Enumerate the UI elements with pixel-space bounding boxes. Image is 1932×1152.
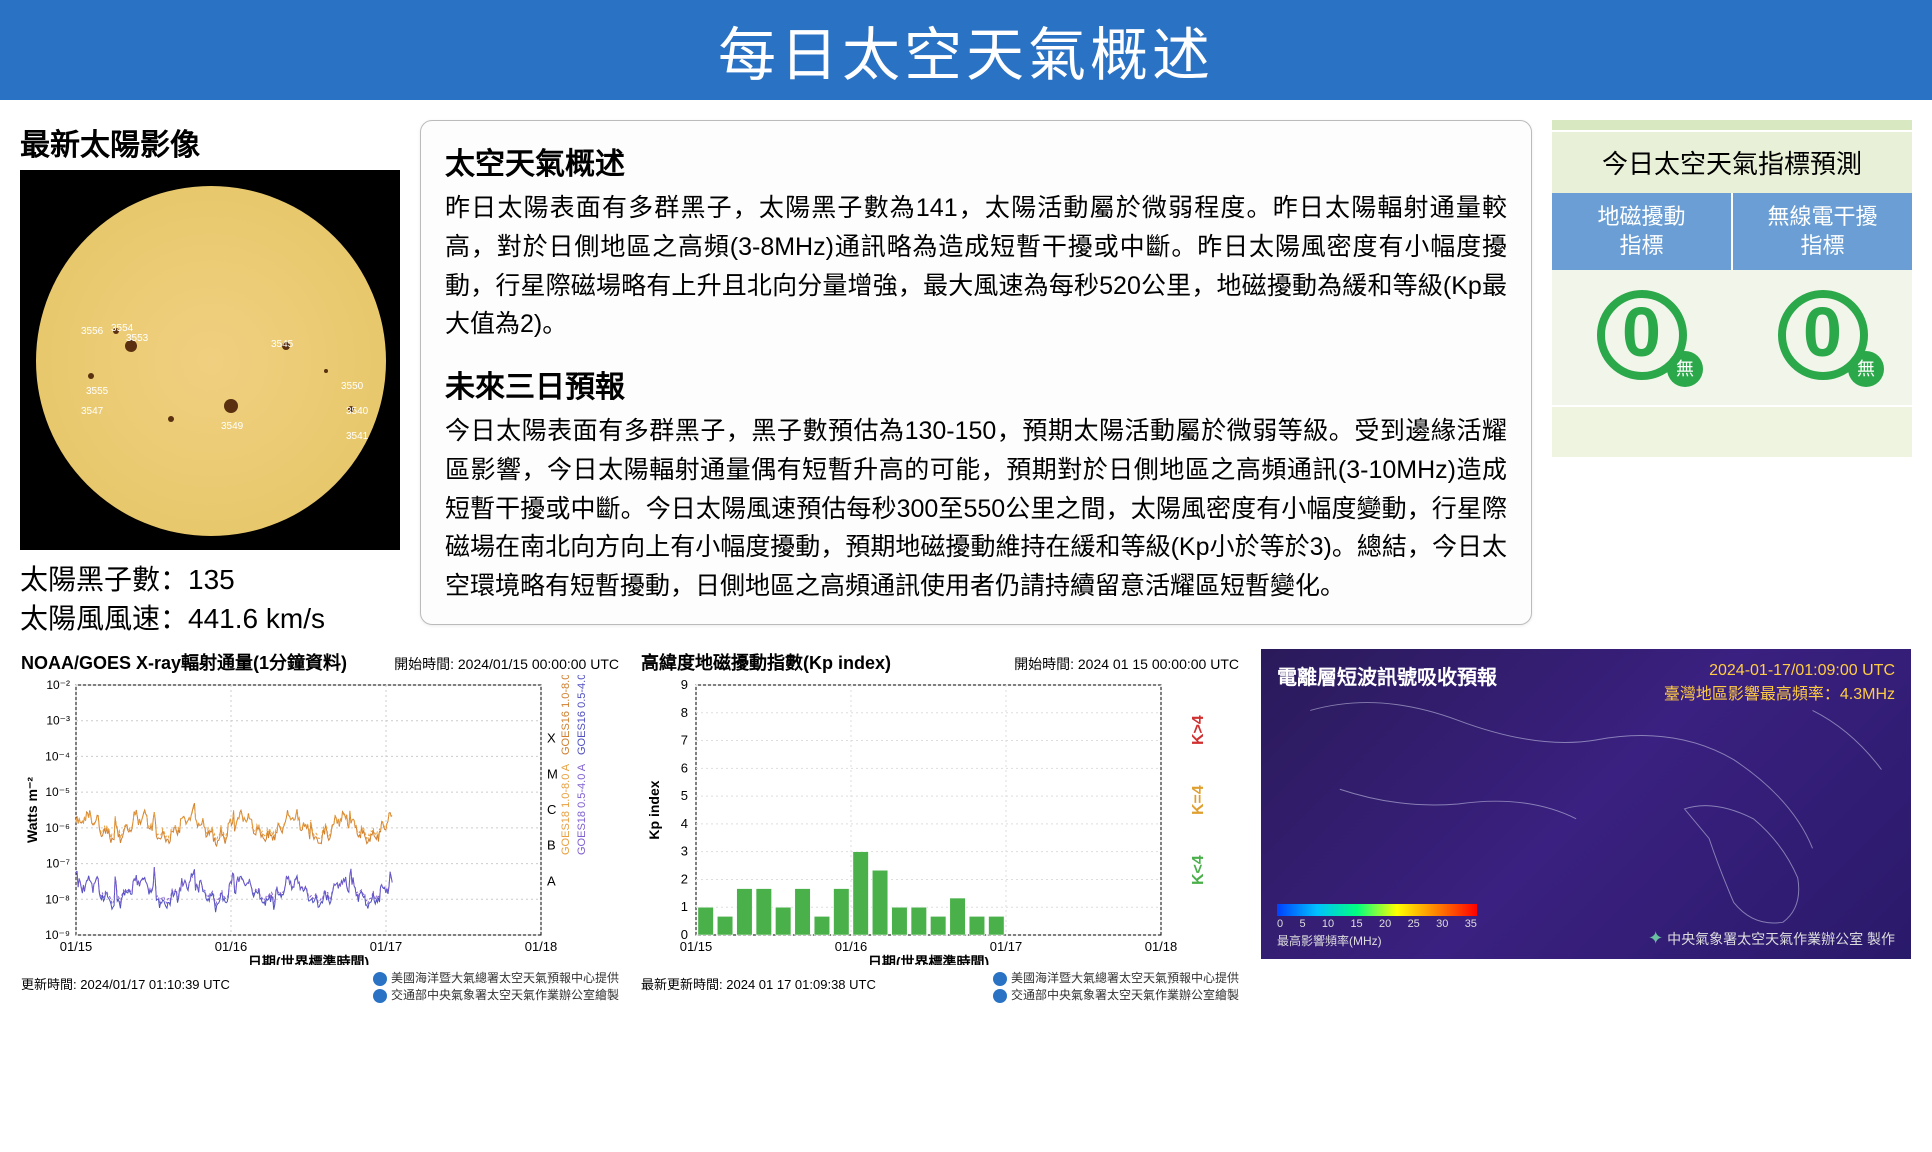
kp-plot: 012345678901/1501/1601/1701/18日期(世界標準時間)… bbox=[641, 675, 1241, 965]
sunspot-value: 135 bbox=[188, 564, 235, 595]
xray-update-label: 更新時間: bbox=[21, 977, 77, 992]
radio-value: 無 bbox=[1733, 270, 1912, 405]
svg-text:Kp index: Kp index bbox=[646, 781, 662, 840]
svg-text:M: M bbox=[547, 767, 558, 782]
sun-image: 3556355435533545355535493547355035403541 bbox=[20, 170, 400, 550]
svg-text:Watts m⁻²: Watts m⁻² bbox=[24, 777, 40, 843]
svg-text:X: X bbox=[547, 731, 556, 746]
xray-chart: NOAA/GOES X-ray輻射通量(1分鐘資料) 開始時間: 2024/01… bbox=[20, 648, 620, 1005]
kp-start-label: 開始時間: bbox=[1014, 656, 1074, 672]
svg-text:A: A bbox=[547, 874, 556, 889]
svg-text:10⁻³: 10⁻³ bbox=[46, 714, 70, 728]
svg-text:01/18: 01/18 bbox=[1145, 939, 1178, 954]
kp-update-time: 2024 01 17 01:09:38 UTC bbox=[726, 977, 876, 992]
sunspot-label: 太陽黑子數： bbox=[20, 564, 188, 595]
svg-text:4: 4 bbox=[681, 816, 688, 831]
sun-column: 最新太陽影像 355635543553354535553549354735503… bbox=[20, 120, 400, 638]
globe-icon bbox=[993, 972, 1007, 986]
svg-text:B: B bbox=[547, 838, 556, 853]
drap-colorbar: 05101520253035 最高影響頻率(MHz) bbox=[1277, 904, 1477, 949]
xray-title: NOAA/GOES X-ray輻射通量(1分鐘資料) bbox=[21, 649, 347, 675]
kp-chart: 高緯度地磁擾動指數(Kp index) 開始時間: 2024 01 15 00:… bbox=[640, 648, 1240, 1005]
overview-box: 太空天氣概述 昨日太陽表面有多群黑子，太陽黑子數為141，太陽活動屬於微弱程度。… bbox=[420, 120, 1532, 625]
xray-credit: 美國海洋暨大氣總署太空天氣預報中心提供 交通部中央氣象署太空天氣作業辦公室繪製 bbox=[373, 970, 619, 1004]
svg-text:K<4: K<4 bbox=[1190, 855, 1207, 885]
svg-text:01/17: 01/17 bbox=[370, 939, 403, 954]
xray-update-time: 2024/01/17 01:10:39 UTC bbox=[80, 977, 230, 992]
svg-text:01/16: 01/16 bbox=[215, 939, 248, 954]
svg-text:C: C bbox=[547, 802, 556, 817]
indicator-stripe bbox=[1552, 120, 1912, 130]
xray-plot: 10⁻²10⁻³10⁻⁴10⁻⁵10⁻⁶10⁻⁷10⁻⁸10⁻⁹XMCBA01/… bbox=[21, 675, 621, 965]
drap-map: 電離層短波訊號吸收預報 2024-01-17/01:09:00 UTC 臺灣地區… bbox=[1261, 649, 1911, 959]
overview-text: 昨日太陽表面有多群黑子，太陽黑子數為141，太陽活動屬於微弱程度。昨日太陽輻射通… bbox=[445, 189, 1507, 344]
drap-credit: ✦ 中央氣象署太空天氣作業辦公室 製作 bbox=[1648, 928, 1895, 949]
radio-header: 無線電干擾指標 bbox=[1733, 193, 1912, 270]
svg-text:10⁻²: 10⁻² bbox=[46, 678, 70, 692]
svg-text:7: 7 bbox=[681, 733, 688, 748]
svg-text:10⁻⁶: 10⁻⁶ bbox=[45, 821, 70, 835]
sun-stats: 太陽黑子數：135 太陽風風速：441.6 km/s bbox=[20, 560, 400, 638]
svg-text:日期(世界標準時間): 日期(世界標準時間) bbox=[868, 954, 989, 965]
main-row: 最新太陽影像 355635543553354535553549354735503… bbox=[0, 100, 1932, 648]
svg-text:01/17: 01/17 bbox=[990, 939, 1023, 954]
drap-panel: 電離層短波訊號吸收預報 2024-01-17/01:09:00 UTC 臺灣地區… bbox=[1260, 648, 1912, 1005]
kp-credit: 美國海洋暨大氣總署太空天氣預報中心提供 交通部中央氣象署太空天氣作業辦公室繪製 bbox=[993, 970, 1239, 1004]
none-badge: 無 bbox=[1667, 351, 1703, 387]
charts-row: NOAA/GOES X-ray輻射通量(1分鐘資料) 開始時間: 2024/01… bbox=[0, 648, 1932, 1015]
svg-text:01/15: 01/15 bbox=[60, 939, 93, 954]
geo-value: 無 bbox=[1552, 270, 1731, 405]
indicator-title: 今日太空天氣指標預測 bbox=[1552, 132, 1912, 193]
svg-text:10⁻⁴: 10⁻⁴ bbox=[45, 750, 70, 764]
svg-text:GOES16 0.5-4.0 A: GOES16 0.5-4.0 A bbox=[576, 675, 588, 755]
svg-text:10⁻⁵: 10⁻⁵ bbox=[45, 786, 70, 800]
kp-start-time: 2024 01 15 00:00:00 UTC bbox=[1078, 656, 1239, 672]
svg-text:10⁻⁷: 10⁻⁷ bbox=[46, 857, 70, 871]
svg-text:K=4: K=4 bbox=[1190, 785, 1207, 815]
sun-disk bbox=[36, 186, 386, 536]
kp-title: 高緯度地磁擾動指數(Kp index) bbox=[641, 649, 891, 675]
wind-value: 441.6 km/s bbox=[188, 603, 325, 634]
forecast-heading: 未來三日預報 bbox=[445, 362, 1507, 406]
svg-text:9: 9 bbox=[681, 677, 688, 692]
svg-text:01/15: 01/15 bbox=[680, 939, 713, 954]
title-banner: 每日太空天氣概述 bbox=[0, 0, 1932, 100]
svg-text:GOES18 0.5-4.0 A: GOES18 0.5-4.0 A bbox=[576, 764, 588, 856]
sun-heading: 最新太陽影像 bbox=[20, 120, 400, 164]
overview-heading: 太空天氣概述 bbox=[445, 139, 1507, 183]
forecast-text: 今日太陽表面有多群黑子，黑子數預估為130-150，預期太陽活動屬於微弱等級。受… bbox=[445, 412, 1507, 606]
globe-icon bbox=[993, 989, 1007, 1003]
svg-text:3: 3 bbox=[681, 844, 688, 859]
svg-text:1: 1 bbox=[681, 900, 688, 915]
svg-text:日期(世界標準時間): 日期(世界標準時間) bbox=[248, 954, 369, 965]
indicator-blank bbox=[1552, 407, 1912, 457]
svg-text:2: 2 bbox=[681, 872, 688, 887]
indicator-column: 今日太空天氣指標預測 地磁擾動指標 無線電干擾指標 無 無 bbox=[1552, 120, 1912, 638]
svg-text:01/16: 01/16 bbox=[835, 939, 868, 954]
geo-header: 地磁擾動指標 bbox=[1552, 193, 1731, 270]
none-badge: 無 bbox=[1848, 351, 1884, 387]
svg-text:5: 5 bbox=[681, 788, 688, 803]
overview-column: 太空天氣概述 昨日太陽表面有多群黑子，太陽黑子數為141，太陽活動屬於微弱程度。… bbox=[420, 120, 1532, 638]
logo-icon: ✦ bbox=[1648, 928, 1663, 948]
indicator-values: 無 無 bbox=[1552, 270, 1912, 405]
globe-icon bbox=[373, 989, 387, 1003]
xray-start-time: 2024/01/15 00:00:00 UTC bbox=[458, 656, 619, 672]
wind-label: 太陽風風速： bbox=[20, 603, 188, 634]
svg-text:8: 8 bbox=[681, 705, 688, 720]
svg-text:GOES16 1.0-8.0 A: GOES16 1.0-8.0 A bbox=[560, 675, 572, 755]
svg-text:10⁻⁸: 10⁻⁸ bbox=[45, 893, 70, 907]
globe-icon bbox=[373, 972, 387, 986]
indicator-headers: 地磁擾動指標 無線電干擾指標 bbox=[1552, 193, 1912, 270]
svg-text:01/18: 01/18 bbox=[525, 939, 558, 954]
kp-update-label: 最新更新時間: bbox=[641, 977, 723, 992]
svg-text:K>4: K>4 bbox=[1190, 715, 1207, 745]
svg-text:GOES18 1.0-8.0 A: GOES18 1.0-8.0 A bbox=[560, 764, 572, 856]
xray-start-label: 開始時間: bbox=[394, 656, 454, 672]
svg-text:6: 6 bbox=[681, 761, 688, 776]
